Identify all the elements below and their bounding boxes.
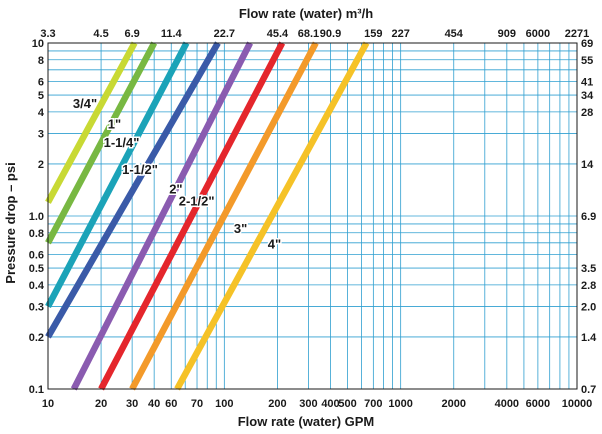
x-tick-label: 10000 — [562, 398, 593, 410]
x-tick-label: 500 — [338, 398, 356, 410]
series-label: 3/4" — [73, 96, 97, 111]
y-tick-label: 0.4 — [29, 280, 45, 292]
series-labels: 3/4" 1" 1-1/4" 1-1/2" 2"2-1/2" 3" 4" — [71, 95, 282, 253]
x-tick-label: 300 — [299, 398, 317, 410]
x-axis-title: Flow rate (water) GPM — [238, 414, 375, 429]
series-label: 1-1/4" — [104, 135, 140, 150]
y2-tick-label: 41 — [581, 76, 593, 88]
x2-tick-label: 4.5 — [93, 28, 108, 40]
x2-tick-label: 90.9 — [320, 28, 341, 40]
plot-frame — [47, 42, 578, 390]
x2-tick-label: 159 — [364, 28, 382, 40]
x2-tick-label: 68.1 — [298, 28, 319, 40]
y-axis-title: Pressure drop – psi — [3, 162, 18, 283]
y2-tick-label: 14 — [581, 159, 594, 171]
series-line — [129, 41, 319, 391]
y-tick-label: 1.0 — [29, 211, 44, 223]
x-tick-label: 6000 — [526, 398, 550, 410]
x2-tick-label: 227 — [391, 28, 409, 40]
y2-tick-label: 2.0 — [581, 301, 596, 313]
x-tick-label: 10 — [42, 398, 54, 410]
y-tick-label: 2 — [38, 159, 44, 171]
y2-tick-label: 0.7 — [581, 384, 596, 396]
y-tick-label: 0.3 — [29, 301, 44, 313]
series-label: 3" — [234, 221, 247, 236]
y-tick-label: 0.5 — [29, 263, 44, 275]
x2-tick-label: 2271 — [565, 28, 589, 40]
series-line — [98, 41, 286, 391]
y2-tick-label: 34 — [581, 90, 594, 102]
y2-tick-label: 55 — [581, 55, 593, 67]
y-tick-label: 4 — [38, 107, 45, 119]
x2-tick-label: 3.3 — [40, 28, 55, 40]
y-tick-label: 0.1 — [29, 384, 44, 396]
x-tick-label: 60 — [165, 398, 177, 410]
x-tick-label: 1000 — [388, 398, 412, 410]
y2-tick-label: 1.4 — [581, 332, 597, 344]
series-label: 2" — [169, 181, 182, 196]
series-line — [70, 41, 253, 391]
x-tick-label: 100 — [215, 398, 233, 410]
series-line — [45, 41, 158, 245]
y-tick-label: 0.2 — [29, 332, 44, 344]
series-line — [45, 41, 138, 204]
x2-tick-label: 6000 — [526, 28, 550, 40]
y2-tick-label: 3.5 — [581, 263, 596, 275]
x-tick-label: 400 — [321, 398, 339, 410]
y-tick-label: 6 — [38, 76, 44, 88]
x-tick-label: 30 — [126, 398, 138, 410]
series-line — [174, 41, 370, 391]
x2-tick-label: 454 — [445, 28, 464, 40]
y2-tick-label: 28 — [581, 107, 593, 119]
series-label: 2-1/2" — [179, 193, 215, 208]
y-tick-label: 10 — [32, 38, 44, 50]
series-line — [45, 41, 190, 309]
series-label: 1" — [108, 117, 121, 132]
y-tick-label: 5 — [38, 90, 44, 102]
x2-axis-title: Flow rate (water) m³/h — [239, 6, 373, 21]
series-line — [45, 41, 221, 339]
x-tick-label: 70 — [191, 398, 203, 410]
series-label: 1-1/2" — [122, 162, 158, 177]
x-tick-label: 700 — [364, 398, 382, 410]
y2-tick-label: 69 — [581, 38, 593, 50]
x2-tick-label: 6.9 — [124, 28, 139, 40]
y2-tick-label: 2.8 — [581, 280, 596, 292]
y-tick-label: 0.8 — [29, 228, 44, 240]
x2-tick-label: 45.4 — [267, 28, 289, 40]
y2-tick-label: 6.9 — [581, 211, 596, 223]
x-tick-label: 20 — [95, 398, 107, 410]
x2-tick-label: 909 — [498, 28, 516, 40]
grid-lines — [48, 43, 577, 389]
y-tick-label: 0.6 — [29, 249, 44, 261]
x-tick-label: 40 — [148, 398, 160, 410]
series-label: 4" — [268, 236, 281, 251]
x2-tick-label: 11.4 — [161, 28, 183, 40]
x2-tick-label: 22.7 — [214, 28, 235, 40]
y-tick-label: 8 — [38, 55, 44, 67]
x-tick-label: 200 — [268, 398, 286, 410]
x-tick-label: 4000 — [495, 398, 519, 410]
y-tick-label: 3 — [38, 128, 44, 140]
series-lines — [45, 41, 370, 391]
x-tick-label: 2000 — [442, 398, 466, 410]
